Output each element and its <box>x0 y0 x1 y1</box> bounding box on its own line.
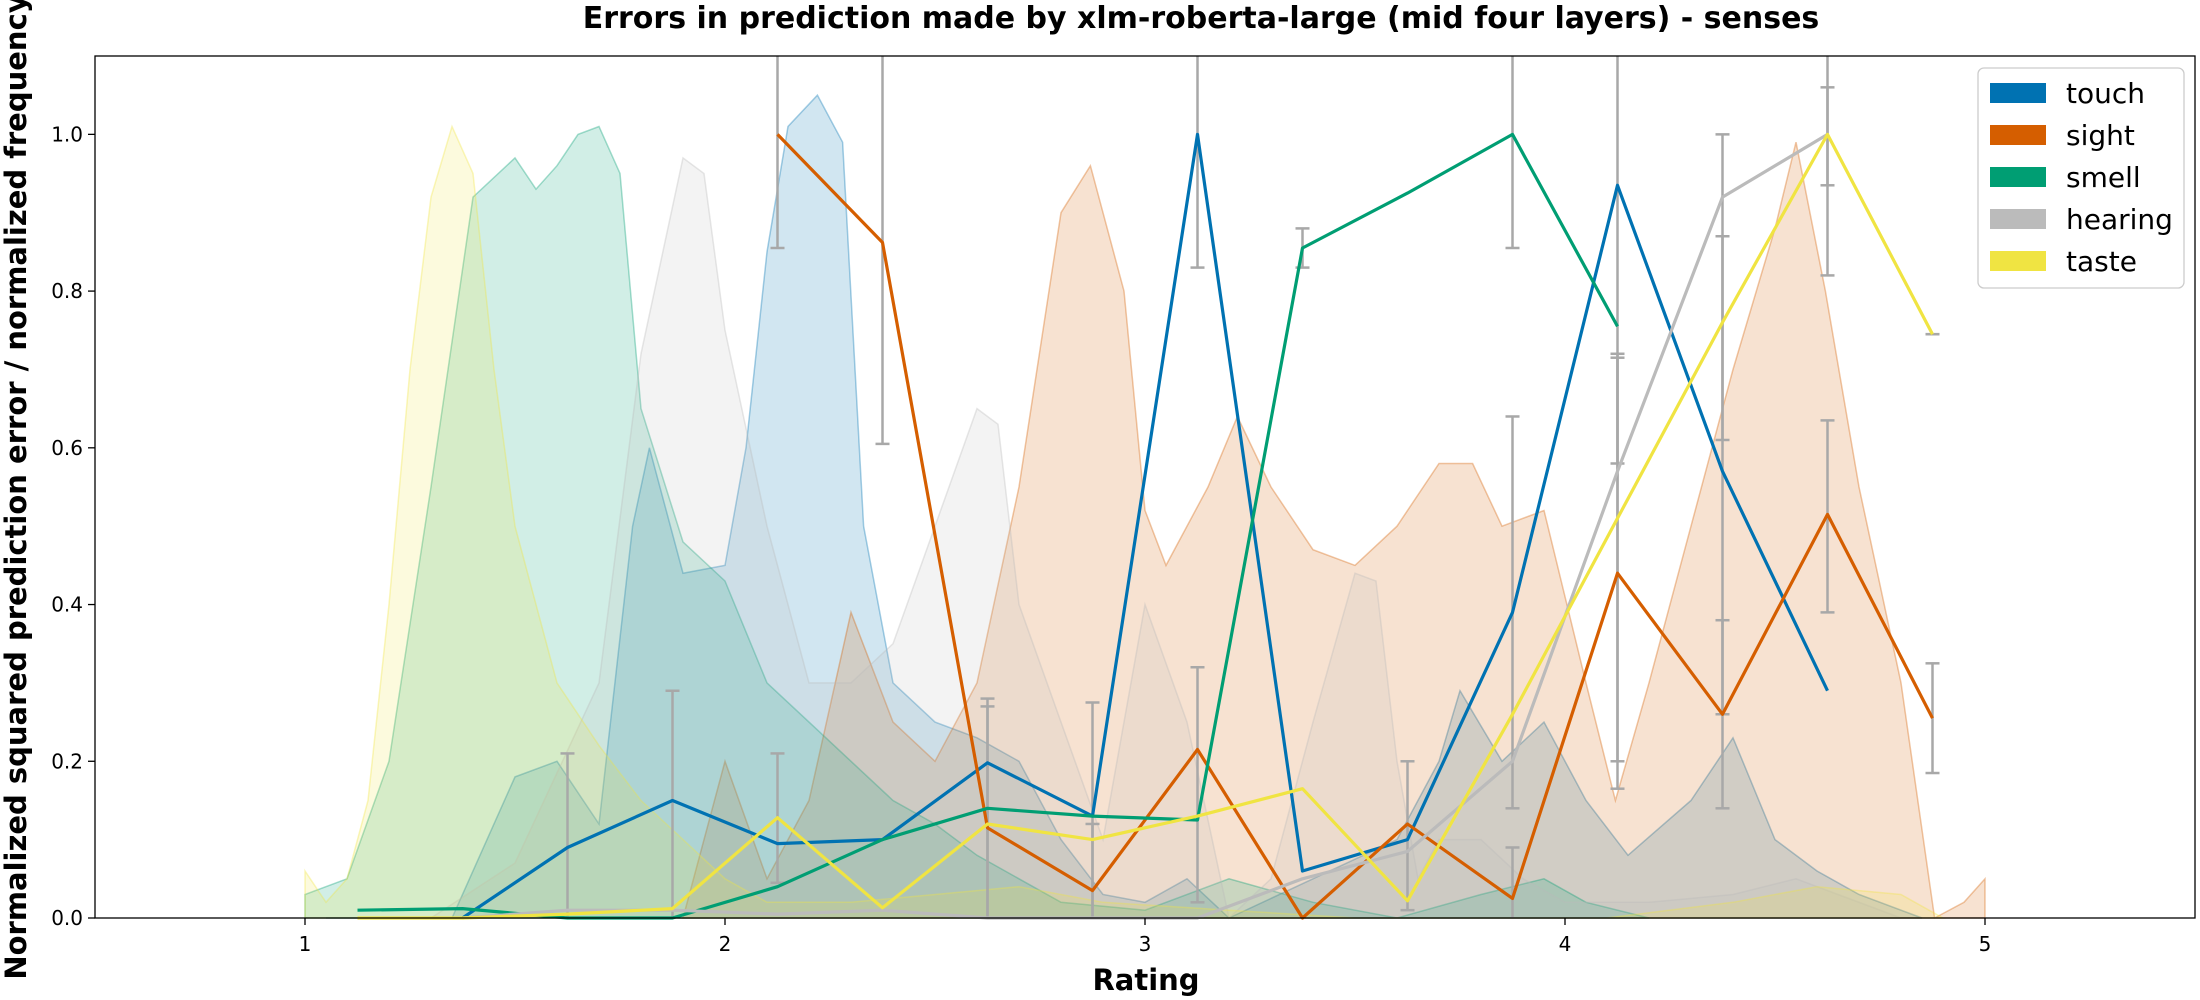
x-tick-label: 5 <box>1979 932 1992 956</box>
sight-error-line <box>776 133 1934 920</box>
x-tick-label: 4 <box>1559 932 1572 956</box>
taste-error-line <box>357 132 1934 920</box>
y-tick-label: 0.8 <box>51 279 83 303</box>
x-tick-label: 1 <box>299 932 312 956</box>
taste-error-bar <box>1820 56 1835 187</box>
y-tick-label: 0.4 <box>51 593 83 617</box>
touch-legend-swatch <box>1990 83 2046 103</box>
y-tick-label: 1.0 <box>51 122 83 146</box>
touch-error-bar <box>1190 56 1205 269</box>
y-tick-label: 0.6 <box>51 436 83 460</box>
y-axis: 0.0 0.2 0.4 0.6 0.8 1.0 <box>51 122 95 930</box>
smell-density-area <box>304 125 1650 919</box>
sight-density-area <box>682 142 1986 920</box>
sight-error-bar <box>980 705 995 918</box>
sight-legend-label: sight <box>2066 119 2135 152</box>
smell-legend-swatch <box>1990 167 2046 187</box>
x-axis: 1 2 3 4 5 <box>299 918 1992 956</box>
x-tick-label: 3 <box>1139 932 1152 956</box>
sight-legend-swatch <box>1990 125 2046 145</box>
x-axis-label: Rating <box>1092 963 1199 997</box>
sight-error-bar <box>770 56 785 250</box>
y-axis-label: Normalized squared prediction error / no… <box>0 0 33 980</box>
sight-error-bar <box>1400 760 1415 912</box>
sight-error-bar <box>1190 665 1205 904</box>
taste-legend-label: taste <box>2066 245 2137 278</box>
touch-error-bar <box>560 752 575 918</box>
touch-density-area <box>326 93 1923 919</box>
hearing-error-bar <box>1610 352 1625 763</box>
chart-title: Errors in prediction made by xlm-roberta… <box>583 1 1820 36</box>
y-tick-label: 0.0 <box>51 906 83 930</box>
x-tick-label: 2 <box>719 932 732 956</box>
smell-legend-label: smell <box>2066 161 2141 194</box>
sight-error-bar <box>1505 846 1520 918</box>
taste-legend-swatch <box>1990 251 2046 271</box>
touch-error-bar <box>665 689 680 918</box>
legend-box <box>1977 67 2185 289</box>
y-tick-label: 0.2 <box>51 749 83 773</box>
plot-area <box>304 56 1986 920</box>
touch-error-line <box>461 132 1829 920</box>
hearing-error-bar <box>1715 133 1730 442</box>
touch-legend-label: touch <box>2066 77 2145 110</box>
hearing-legend-swatch <box>1990 209 2046 229</box>
legend: touch sight smell hearing taste <box>1977 67 2185 289</box>
hearing-density-area <box>428 156 1902 920</box>
hearing-legend-label: hearing <box>2066 203 2173 236</box>
smell-error-bar <box>1505 56 1520 250</box>
